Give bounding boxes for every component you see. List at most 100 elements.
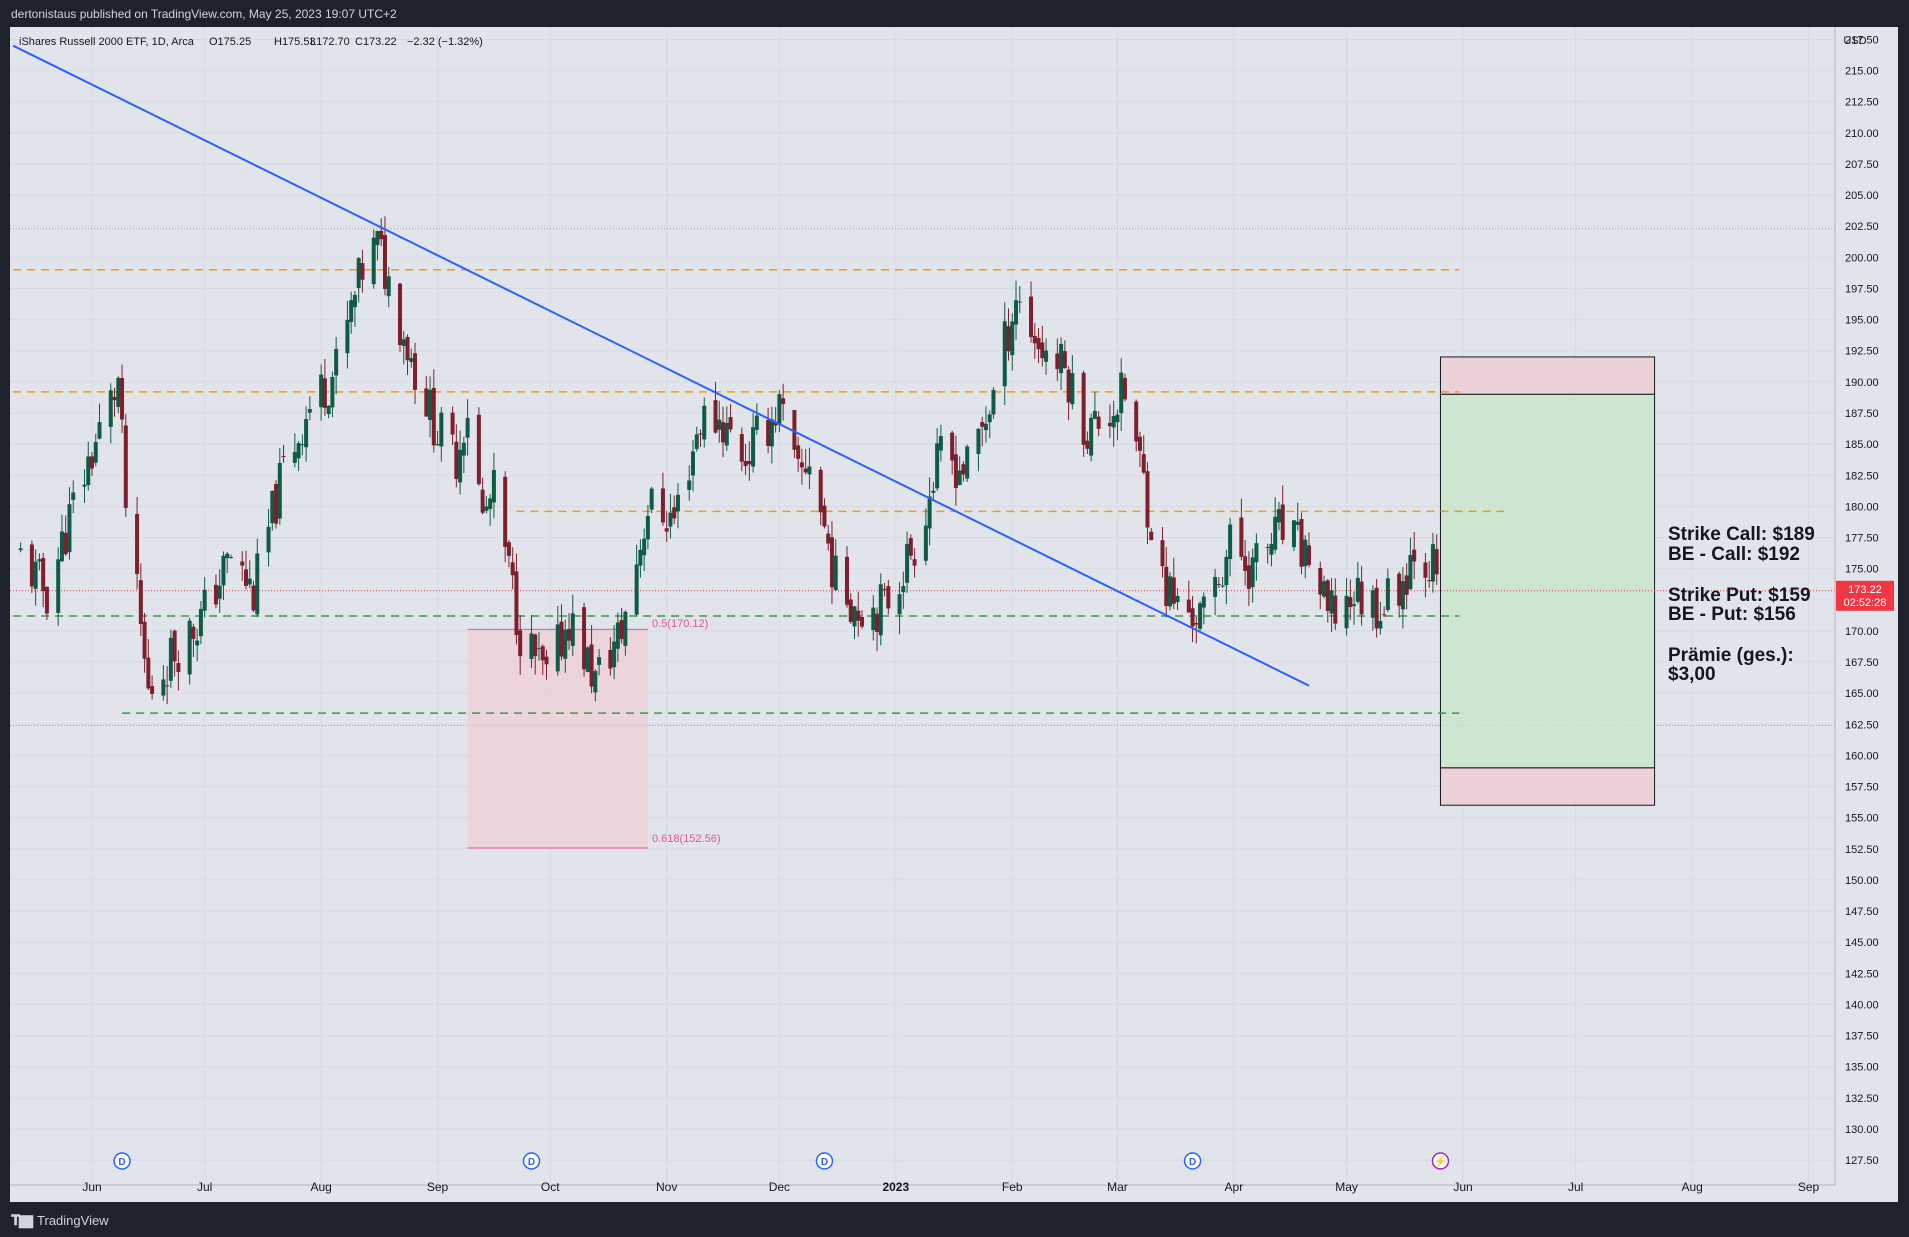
- candle-body-7: [59, 531, 64, 562]
- candle-body-31: [187, 620, 192, 675]
- loss-zone-top[interactable]: [1439, 356, 1656, 395]
- candle-body-215: [1149, 531, 1154, 541]
- candle-body-171: [923, 525, 928, 561]
- candle-body-41: [240, 561, 245, 566]
- annotation-call[interactable]: Strike Call: $189 BE - Call: $192: [1668, 524, 1815, 565]
- loss-zone-bottom[interactable]: [1439, 767, 1656, 806]
- candle-body-240: [1280, 504, 1285, 540]
- candle-body-101: [555, 624, 560, 672]
- candle-body-10: [71, 492, 76, 500]
- price-tick-label-33: 210.00: [1845, 128, 1879, 140]
- candle-body-254: [1355, 577, 1360, 602]
- candle-body-210: [1122, 377, 1127, 400]
- candle-body-137: [743, 460, 748, 467]
- candle-body-117: [638, 549, 643, 566]
- candle-body-131: [713, 400, 718, 433]
- candle-body-194: [1040, 342, 1045, 359]
- candle-body-46: [266, 526, 271, 553]
- candle-body-268: [1430, 544, 1435, 582]
- candle-body-218: [1168, 576, 1173, 607]
- candle-body-12: [86, 456, 91, 486]
- candle-body-266: [1423, 562, 1428, 578]
- be-call-text: BE - Call: $192: [1668, 544, 1800, 565]
- candle-body-262: [1400, 581, 1405, 610]
- candle-body-264: [1408, 555, 1413, 590]
- candle-body-14: [93, 441, 98, 463]
- price-tick-label-34: 212.50: [1845, 97, 1879, 109]
- candle-body-50: [281, 456, 286, 458]
- candle-body-13: [90, 456, 94, 469]
- last-price-value: 173.22: [1848, 584, 1882, 596]
- candle-body-76: [424, 388, 429, 417]
- dividend-icon-2[interactable]: [815, 1152, 834, 1170]
- dividend-icon-1[interactable]: [522, 1152, 541, 1170]
- annotation-premium[interactable]: Prämie (ges.): $3,00: [1668, 645, 1794, 685]
- candle-body-256: [1370, 590, 1375, 618]
- dividend-icon-3[interactable]: [1183, 1152, 1202, 1170]
- candle-body-173: [931, 490, 936, 493]
- price-tick-label-21: 180.00: [1845, 501, 1879, 513]
- candle-body-233: [1246, 565, 1251, 589]
- last-price-badge[interactable]: [1836, 580, 1894, 611]
- price-tick-label-1: 130.00: [1845, 1124, 1879, 1136]
- candle-body-45: [255, 553, 260, 615]
- candle-body-230: [1228, 524, 1233, 560]
- tradingview-brand[interactable]: 𝐓▇ TradingView: [11, 1212, 109, 1229]
- candle-body-179: [961, 464, 966, 475]
- candle-body-197: [1059, 343, 1064, 374]
- candle-body-58: [326, 405, 331, 415]
- candle-body-222: [1190, 608, 1195, 627]
- candle-body-20: [123, 425, 128, 508]
- candle-body-147: [796, 445, 801, 459]
- candle-body-129: [698, 433, 703, 435]
- candle-body-87: [480, 489, 485, 513]
- candle-body-57: [322, 378, 327, 408]
- candle-body-216: [1160, 540, 1165, 567]
- candle-body-111: [608, 649, 613, 669]
- annotation-put[interactable]: Strike Put: $159 BE - Put: $156: [1668, 585, 1811, 625]
- candle-body-183: [983, 423, 988, 431]
- candle-body-123: [668, 512, 673, 527]
- candle-body-128: [694, 434, 699, 449]
- candle-body-260: [1385, 578, 1390, 610]
- price-tick-label-29: 200.00: [1845, 252, 1879, 264]
- time-axis[interactable]: Jun Jul Aug Sep Oct Nov Dec 2023 Feb Mar Apr May Jun…: [10, 1180, 1835, 1194]
- candle-body-238: [1273, 516, 1278, 550]
- trendline[interactable]: [12, 44, 1310, 687]
- price-tick-label-28: 197.50: [1845, 283, 1879, 295]
- candle-body-148: [799, 462, 804, 468]
- price-tick-label-13: 160.00: [1845, 750, 1879, 762]
- candle-body-37: [217, 585, 222, 599]
- candle-body-104: [567, 628, 572, 641]
- candle-body-75: [413, 353, 418, 390]
- candle-body-91: [503, 476, 508, 547]
- candle-body-250: [1333, 595, 1338, 624]
- candle-body-141: [766, 420, 771, 446]
- candle-body-144: [777, 394, 782, 424]
- candle-body-11: [82, 484, 87, 487]
- candle-body-192: [1032, 336, 1037, 344]
- price-axis[interactable]: 127.50 130.00 132.50 135.00 137.50 140.00 142.…: [1834, 27, 1894, 1185]
- candle-body-178: [957, 470, 962, 486]
- candle-body-71: [398, 283, 403, 346]
- candle-body-35: [202, 589, 207, 611]
- trend-drawing[interactable]: [12, 44, 1310, 687]
- event-markers[interactable]: D D D D ⚡: [113, 1152, 1450, 1170]
- candle-body-24: [146, 657, 151, 689]
- candle-body-136: [739, 434, 744, 462]
- candle-body-77: [428, 389, 433, 420]
- fib-label-top: 0.5(170.12): [652, 618, 708, 630]
- candle-body-65: [360, 263, 365, 280]
- earnings-icon[interactable]: [1431, 1152, 1450, 1170]
- dividend-icon-0[interactable]: [113, 1152, 131, 1170]
- candle-body-225: [1201, 596, 1206, 608]
- time-label-may-11: May: [1335, 1180, 1358, 1194]
- price-tick-label-11: 155.00: [1845, 813, 1879, 825]
- candle-body-54: [304, 419, 309, 448]
- candle-body-231: [1239, 517, 1244, 557]
- candle-body-81: [450, 412, 455, 435]
- candle-body-38: [221, 555, 226, 586]
- profit-zone[interactable]: [1439, 393, 1656, 769]
- footer-bar: 𝐓▇ TradingView: [0, 1202, 1909, 1237]
